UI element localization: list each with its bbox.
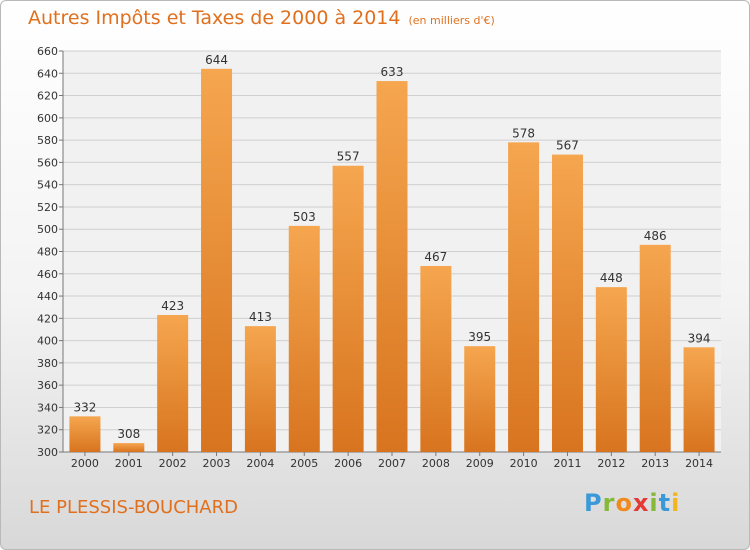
value-label-2014: 394 xyxy=(688,331,711,345)
y-tick-label: 600 xyxy=(37,112,58,125)
y-tick-label: 520 xyxy=(37,201,58,214)
x-tick-label-2005: 2005 xyxy=(290,457,318,470)
y-tick-label: 320 xyxy=(37,424,58,437)
y-tick-label: 440 xyxy=(37,290,58,303)
bar-2014 xyxy=(683,347,715,452)
value-label-2006: 557 xyxy=(337,150,360,164)
x-tick-label-2012: 2012 xyxy=(597,457,625,470)
bar-2009 xyxy=(464,346,496,452)
x-tick-label-2010: 2010 xyxy=(510,457,538,470)
value-label-2004: 413 xyxy=(249,310,272,324)
value-label-2013: 486 xyxy=(644,229,667,243)
value-label-2002: 423 xyxy=(161,299,184,313)
bar-2003 xyxy=(201,68,233,453)
y-tick-label: 380 xyxy=(37,357,58,370)
y-tick-label: 400 xyxy=(37,335,58,348)
x-tick-label-2002: 2002 xyxy=(159,457,187,470)
bar-2008 xyxy=(420,265,452,452)
x-tick-label-2009: 2009 xyxy=(466,457,494,470)
bar-2002 xyxy=(157,314,189,452)
x-tick-label-2001: 2001 xyxy=(115,457,143,470)
y-tick-label: 660 xyxy=(37,45,58,58)
bar-2006 xyxy=(332,165,364,452)
value-label-2000: 332 xyxy=(73,400,96,414)
bar-2005 xyxy=(288,225,320,452)
y-tick-label: 580 xyxy=(37,134,58,147)
value-label-2003: 644 xyxy=(205,53,228,67)
proxiti-logo: Proxiti xyxy=(584,489,681,517)
value-label-2007: 633 xyxy=(381,65,404,79)
x-tick-label-2014: 2014 xyxy=(685,457,713,470)
bar-2012 xyxy=(595,287,627,452)
y-tick-label: 560 xyxy=(37,156,58,169)
y-tick-label: 460 xyxy=(37,268,58,281)
value-label-2012: 448 xyxy=(600,271,623,285)
value-label-2001: 308 xyxy=(117,427,140,441)
x-tick-label-2004: 2004 xyxy=(246,457,274,470)
y-tick-label: 500 xyxy=(37,223,58,236)
bar-2004 xyxy=(244,326,276,452)
x-tick-label-2007: 2007 xyxy=(378,457,406,470)
y-tick-label: 480 xyxy=(37,246,58,259)
x-tick-label-2006: 2006 xyxy=(334,457,362,470)
x-tick-label-2008: 2008 xyxy=(422,457,450,470)
y-tick-label: 300 xyxy=(37,446,58,459)
y-tick-label: 620 xyxy=(37,90,58,103)
location-label: LE PLESSIS-BOUCHARD xyxy=(29,497,238,518)
chart-unit-label: (en milliers d'€) xyxy=(408,14,495,27)
x-tick-label-2011: 2011 xyxy=(553,457,581,470)
bar-2000 xyxy=(69,416,101,452)
bar-2011 xyxy=(551,154,583,452)
y-tick-label: 340 xyxy=(37,401,58,414)
value-label-2005: 503 xyxy=(293,210,316,224)
bar-2001 xyxy=(113,443,145,452)
x-tick-label-2003: 2003 xyxy=(203,457,231,470)
bar-2007 xyxy=(376,81,408,452)
x-tick-label-2000: 2000 xyxy=(71,457,99,470)
y-tick-label: 360 xyxy=(37,379,58,392)
value-label-2009: 395 xyxy=(468,330,491,344)
y-tick-label: 640 xyxy=(37,67,58,80)
y-tick-label: 540 xyxy=(37,179,58,192)
bar-2013 xyxy=(639,244,671,452)
chart-title: Autres Impôts et Taxes de 2000 à 2014 (en… xyxy=(28,7,495,29)
value-label-2011: 567 xyxy=(556,139,579,153)
chart-title-text: Autres Impôts et Taxes de 2000 à 2014 xyxy=(28,7,401,29)
bar-2010 xyxy=(508,142,540,453)
value-label-2010: 578 xyxy=(512,126,535,140)
x-tick-label-2013: 2013 xyxy=(641,457,669,470)
value-label-2008: 467 xyxy=(424,250,447,264)
y-tick-label: 420 xyxy=(37,312,58,325)
